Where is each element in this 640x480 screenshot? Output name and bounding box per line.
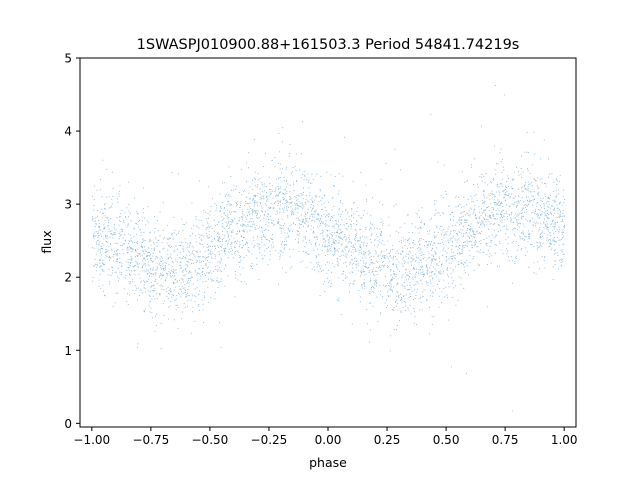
y-tick-label: 1 (64, 344, 72, 358)
y-tick-label: 5 (64, 52, 72, 66)
x-tick-label: −0.50 (192, 433, 229, 447)
x-tick-label: −0.75 (132, 433, 169, 447)
x-axis-label: phase (309, 455, 347, 470)
x-tick-label: 0.75 (492, 433, 519, 447)
chart-title: 1SWASPJ010900.88+161503.3 Period 54841.7… (137, 37, 520, 53)
x-tick-label: −0.25 (251, 433, 288, 447)
x-tick-label: 1.00 (551, 433, 578, 447)
x-tick-label: 0.00 (315, 433, 342, 447)
y-tick-label: 3 (64, 198, 72, 212)
y-axis-label: flux (39, 230, 54, 253)
y-tick-label: 0 (64, 417, 72, 431)
x-tick-label: 0.25 (374, 433, 401, 447)
y-axis: 0 1 2 3 4 5 (64, 52, 80, 431)
y-tick-label: 2 (64, 271, 72, 285)
x-axis: −1.00 −0.75 −0.50 −0.25 0.00 0.25 0.50 0.75 1.00 (73, 427, 578, 447)
x-tick-label: 0.50 (433, 433, 460, 447)
y-tick-label: 4 (64, 125, 72, 139)
x-tick-label: −1.00 (73, 433, 110, 447)
